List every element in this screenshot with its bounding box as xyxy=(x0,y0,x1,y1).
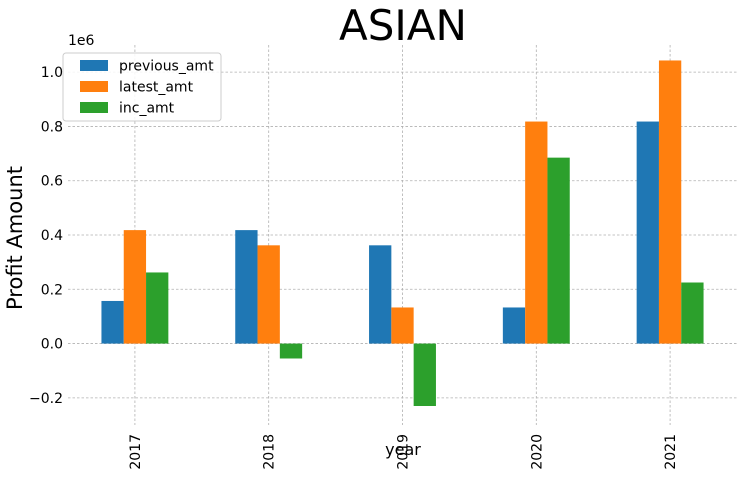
x-tick-label: 2018 xyxy=(262,434,278,470)
y-axis-label: Profit Amount xyxy=(3,166,27,310)
legend-swatch xyxy=(80,81,108,92)
y-tick-labels: −0.2 0.0 0.2 0.4 0.6 0.8 1.0 xyxy=(29,65,63,407)
x-tick-label: 2020 xyxy=(529,434,545,470)
y-tick-label: −0.2 xyxy=(29,391,63,407)
bar-inc_amt-2019 xyxy=(413,343,436,406)
y-tick-label: 0.0 xyxy=(41,337,63,353)
legend-swatch xyxy=(80,60,108,71)
bar-inc_amt-2021 xyxy=(681,282,704,344)
bar-previous_amt-2020 xyxy=(502,307,526,344)
bar-inc_amt-2017 xyxy=(146,272,169,344)
bar-previous_amt-2021 xyxy=(636,121,659,344)
bar-inc_amt-2018 xyxy=(279,343,303,359)
y-tick-label: 1.0 xyxy=(41,65,63,81)
legend-label: inc_amt xyxy=(119,101,175,117)
y-tick-label: 0.8 xyxy=(41,119,63,135)
y-tick-label: 0.2 xyxy=(41,282,63,298)
x-tick-label: 2021 xyxy=(663,434,679,470)
bar-latest_amt-2021 xyxy=(658,60,682,344)
bar-latest_amt-2017 xyxy=(123,230,147,344)
x-tick-label: 2019 xyxy=(396,434,412,470)
x-tick-labels: 2017 2018 2019 2020 2021 xyxy=(128,434,679,470)
y-tick-label: 0.4 xyxy=(41,228,63,244)
chart-title: ASIAN xyxy=(339,1,467,50)
x-tick-label: 2017 xyxy=(128,434,144,470)
y-tick-label: 0.6 xyxy=(41,174,63,190)
bar-inc_amt-2020 xyxy=(547,157,570,344)
bar-latest_amt-2018 xyxy=(257,245,280,344)
legend-label: latest_amt xyxy=(119,80,194,96)
legend-label: previous_amt xyxy=(119,59,214,75)
bar-previous_amt-2019 xyxy=(369,245,392,344)
bar-latest_amt-2019 xyxy=(391,307,414,344)
y-offset-label: 1e6 xyxy=(68,33,95,49)
bar-previous_amt-2017 xyxy=(101,300,124,344)
bar-previous_amt-2018 xyxy=(235,230,258,344)
bars-group xyxy=(101,60,704,406)
legend: previous_amt latest_amt inc_amt xyxy=(62,52,222,122)
bar-latest_amt-2020 xyxy=(525,121,548,344)
x-axis-label: year xyxy=(385,440,421,459)
legend-swatch xyxy=(80,102,108,113)
